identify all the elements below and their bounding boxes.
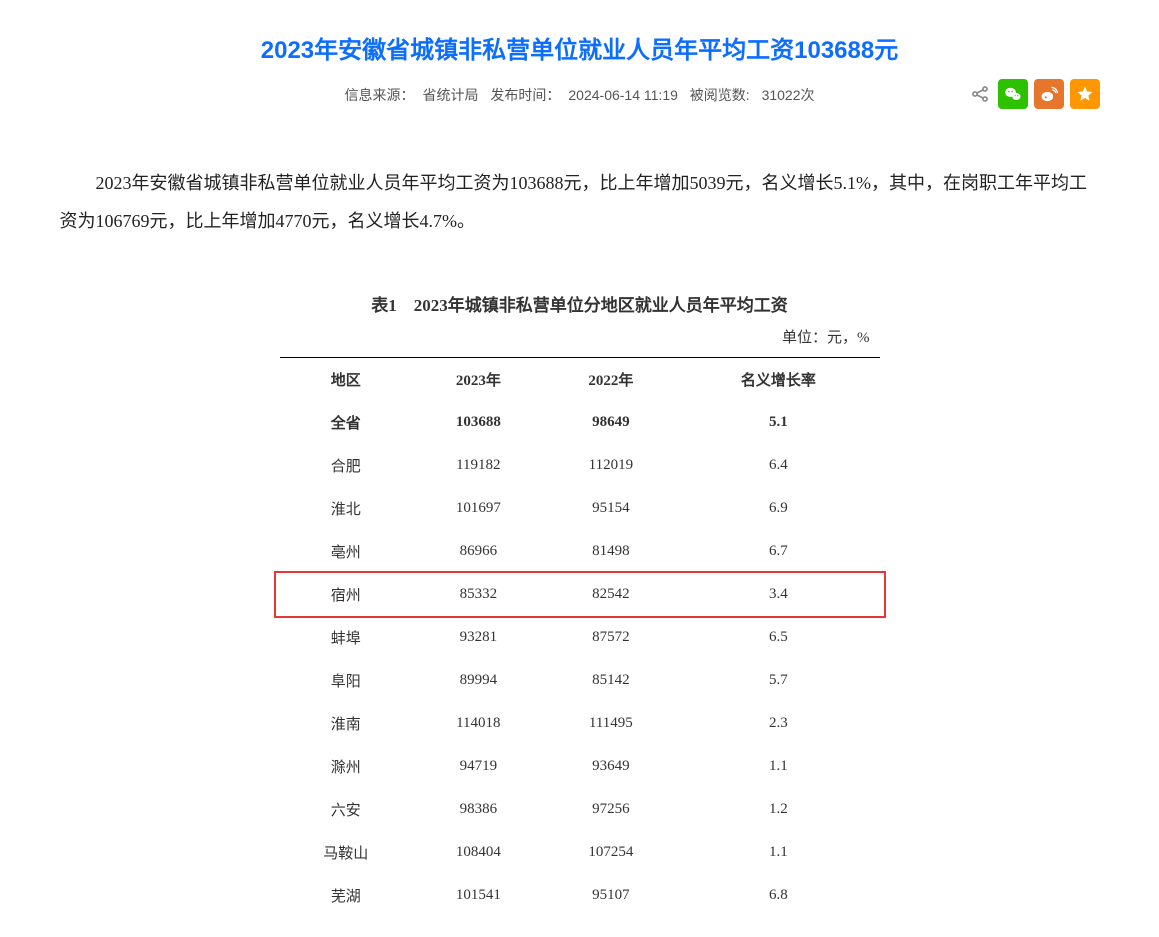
favorite-icon[interactable] bbox=[1070, 79, 1100, 109]
table-cell: 93649 bbox=[545, 745, 678, 788]
col-header: 2022年 bbox=[545, 357, 678, 401]
table-cell: 87572 bbox=[545, 616, 678, 659]
table-cell: 六安 bbox=[280, 788, 413, 831]
source-value: 省统计局 bbox=[423, 87, 479, 103]
table-row: 宿州85332825423.4 bbox=[280, 573, 880, 616]
table-cell: 6.5 bbox=[677, 616, 879, 659]
source-label: 信息来源： bbox=[345, 87, 415, 103]
share-icons bbox=[968, 79, 1100, 109]
table-row: 亳州86966814986.7 bbox=[280, 530, 880, 573]
publish-value: 2024-06-14 11:19 bbox=[568, 87, 678, 103]
table-cell: 1.1 bbox=[677, 745, 879, 788]
table-body: 全省103688986495.1合肥1191821120196.4淮北10169… bbox=[280, 401, 880, 917]
table-cell: 98649 bbox=[545, 401, 678, 444]
table-header-row: 地区 2023年 2022年 名义增长率 bbox=[280, 357, 880, 401]
table-cell: 1.1 bbox=[677, 831, 879, 874]
col-header: 地区 bbox=[280, 357, 413, 401]
wechat-icon[interactable] bbox=[998, 79, 1028, 109]
table-cell: 阜阳 bbox=[280, 659, 413, 702]
table-cell: 淮南 bbox=[280, 702, 413, 745]
table-cell: 95154 bbox=[545, 487, 678, 530]
table-cell: 3.4 bbox=[677, 573, 879, 616]
table-cell: 全省 bbox=[280, 401, 413, 444]
table-cell: 98386 bbox=[412, 788, 545, 831]
table-cell: 85142 bbox=[545, 659, 678, 702]
table-cell: 85332 bbox=[412, 573, 545, 616]
table-section: 表1 2023年城镇非私营单位分地区就业人员年平均工资 单位：元，% 地区 20… bbox=[280, 291, 880, 917]
table-cell: 101697 bbox=[412, 487, 545, 530]
table-cell: 6.8 bbox=[677, 874, 879, 917]
table-outer: 地区 2023年 2022年 名义增长率 全省103688986495.1合肥1… bbox=[280, 357, 880, 917]
col-header: 名义增长率 bbox=[677, 357, 879, 401]
table-cell: 82542 bbox=[545, 573, 678, 616]
table-cell: 滁州 bbox=[280, 745, 413, 788]
table-cell: 淮北 bbox=[280, 487, 413, 530]
body-paragraph: 2023年安徽省城镇非私营单位就业人员年平均工资为103688元，比上年增加50… bbox=[60, 165, 1100, 241]
table-cell: 108404 bbox=[412, 831, 545, 874]
article-container: 2023年安徽省城镇非私营单位就业人员年平均工资103688元 信息来源： 省统计… bbox=[30, 0, 1130, 937]
meta-text: 信息来源： 省统计局 发布时间： 2024-06-14 11:19 被阅览数: 31… bbox=[60, 85, 1100, 105]
table-row: 六安98386972561.2 bbox=[280, 788, 880, 831]
table-cell: 5.1 bbox=[677, 401, 879, 444]
table-cell: 119182 bbox=[412, 444, 545, 487]
table-cell: 6.4 bbox=[677, 444, 879, 487]
table-cell: 亳州 bbox=[280, 530, 413, 573]
views-value: 31022次 bbox=[762, 87, 815, 103]
table-cell: 95107 bbox=[545, 874, 678, 917]
publish-label: 发布时间： bbox=[490, 87, 560, 103]
table-row: 滁州94719936491.1 bbox=[280, 745, 880, 788]
table-cell: 112019 bbox=[545, 444, 678, 487]
table-cell: 103688 bbox=[412, 401, 545, 444]
table-cell: 111495 bbox=[545, 702, 678, 745]
table-row: 淮南1140181114952.3 bbox=[280, 702, 880, 745]
table-unit: 单位：元，% bbox=[280, 326, 880, 347]
table-cell: 6.7 bbox=[677, 530, 879, 573]
table-cell: 1.2 bbox=[677, 788, 879, 831]
weibo-icon[interactable] bbox=[1034, 79, 1064, 109]
table-cell: 5.7 bbox=[677, 659, 879, 702]
table-row: 阜阳89994851425.7 bbox=[280, 659, 880, 702]
table-cell: 81498 bbox=[545, 530, 678, 573]
table-cell: 86966 bbox=[412, 530, 545, 573]
table-row: 芜湖101541951076.8 bbox=[280, 874, 880, 917]
table-cell: 合肥 bbox=[280, 444, 413, 487]
table-row: 马鞍山1084041072541.1 bbox=[280, 831, 880, 874]
table-cell: 114018 bbox=[412, 702, 545, 745]
table-row: 蚌埠93281875726.5 bbox=[280, 616, 880, 659]
share-icon[interactable] bbox=[968, 79, 992, 109]
table-cell: 94719 bbox=[412, 745, 545, 788]
table-row: 合肥1191821120196.4 bbox=[280, 444, 880, 487]
table-cell: 6.9 bbox=[677, 487, 879, 530]
table-row: 淮北101697951546.9 bbox=[280, 487, 880, 530]
table-cell: 97256 bbox=[545, 788, 678, 831]
data-table: 地区 2023年 2022年 名义增长率 全省103688986495.1合肥1… bbox=[280, 357, 880, 917]
table-cell: 2.3 bbox=[677, 702, 879, 745]
table-cell: 89994 bbox=[412, 659, 545, 702]
table-cell: 马鞍山 bbox=[280, 831, 413, 874]
table-cell: 101541 bbox=[412, 874, 545, 917]
table-cell: 蚌埠 bbox=[280, 616, 413, 659]
col-header: 2023年 bbox=[412, 357, 545, 401]
table-cell: 107254 bbox=[545, 831, 678, 874]
page-title: 2023年安徽省城镇非私营单位就业人员年平均工资103688元 bbox=[60, 30, 1100, 65]
views-label: 被阅览数: bbox=[690, 87, 750, 103]
table-cell: 宿州 bbox=[280, 573, 413, 616]
table-cell: 芜湖 bbox=[280, 874, 413, 917]
meta-row: 信息来源： 省统计局 发布时间： 2024-06-14 11:19 被阅览数: 31… bbox=[60, 85, 1100, 105]
table-title: 表1 2023年城镇非私营单位分地区就业人员年平均工资 bbox=[280, 291, 880, 316]
table-row: 全省103688986495.1 bbox=[280, 401, 880, 444]
table-cell: 93281 bbox=[412, 616, 545, 659]
